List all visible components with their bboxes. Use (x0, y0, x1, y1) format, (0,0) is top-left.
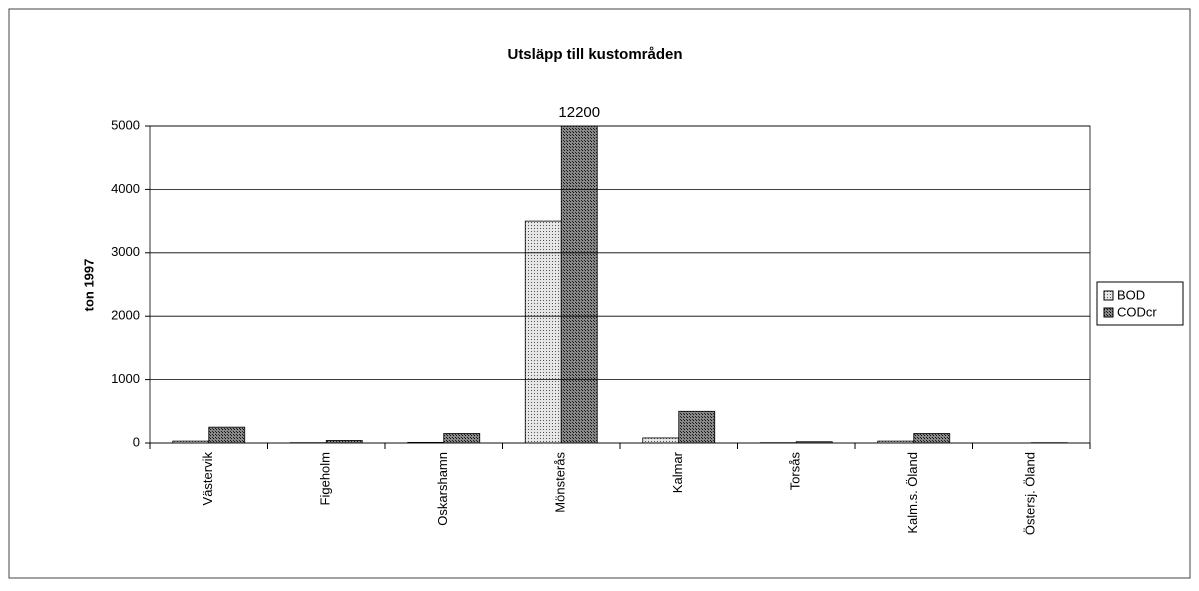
x-tick-label: Oskarshamn (435, 452, 450, 526)
bar (561, 0, 597, 443)
y-tick-label: 4000 (111, 181, 140, 196)
bar (914, 433, 950, 443)
x-tick-label: Kalm.s. Öland (905, 452, 920, 534)
x-tick-label: Mönsterås (553, 452, 568, 513)
y-tick-label: 3000 (111, 244, 140, 259)
legend-label: CODcr (1117, 304, 1157, 319)
bar (679, 411, 715, 443)
y-tick-label: 2000 (111, 308, 140, 323)
y-axis-label: ton 1997 (81, 259, 96, 312)
plot (173, 0, 1068, 443)
value-label: 12200 (558, 104, 600, 121)
y-tick-label: 0 (133, 434, 140, 449)
chart-title: Utsläpp till kustområden (507, 46, 682, 63)
x-tick-label: Torsås (788, 452, 803, 491)
x-tick-label: Figeholm (318, 452, 333, 505)
bar (209, 427, 245, 443)
x-tick-label: Östersj. Öland (1023, 452, 1038, 535)
legend-swatch (1104, 308, 1113, 317)
legend-swatch (1104, 291, 1113, 300)
x-tick-label: Västervik (200, 452, 215, 506)
y-tick-label: 1000 (111, 371, 140, 386)
bar (525, 221, 561, 443)
bar (643, 438, 679, 443)
legend-label: BOD (1117, 287, 1145, 302)
plot-border (150, 126, 1090, 443)
bar (444, 433, 480, 443)
y-tick-label: 5000 (111, 117, 140, 132)
x-tick-label: Kalmar (670, 451, 685, 493)
frame (9, 9, 1190, 578)
